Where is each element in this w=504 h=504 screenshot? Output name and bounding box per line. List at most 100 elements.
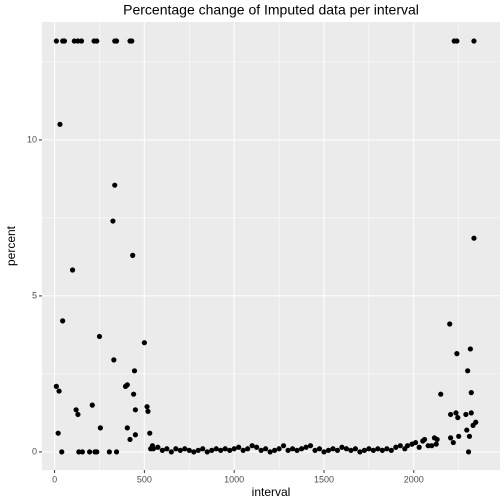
point <box>271 447 278 453</box>
point <box>150 446 156 452</box>
point <box>53 383 59 389</box>
point <box>412 439 419 446</box>
point <box>56 388 62 394</box>
point <box>464 427 470 433</box>
point <box>110 218 116 224</box>
point <box>289 446 296 452</box>
point <box>307 443 314 449</box>
point <box>55 430 61 436</box>
point <box>254 444 260 450</box>
point <box>111 357 117 363</box>
point <box>147 430 153 436</box>
point <box>434 436 440 443</box>
point <box>466 433 473 439</box>
point <box>106 449 112 455</box>
point <box>456 433 462 439</box>
point <box>348 447 354 453</box>
point <box>468 390 474 396</box>
point <box>53 38 59 44</box>
point <box>236 444 242 450</box>
point <box>245 446 251 452</box>
point <box>218 447 224 453</box>
y-tick-label: 10 <box>27 134 37 144</box>
y-tick-label: 5 <box>32 290 37 300</box>
point <box>131 368 138 374</box>
point <box>343 446 350 452</box>
point <box>334 447 341 453</box>
point <box>375 446 381 452</box>
point <box>267 449 273 455</box>
point <box>453 410 459 416</box>
x-tick-label: 500 <box>137 474 152 484</box>
point <box>173 446 179 452</box>
point <box>421 436 428 443</box>
point <box>177 447 183 453</box>
point <box>379 447 385 453</box>
x-tick-label: 1500 <box>314 474 334 484</box>
point <box>321 449 327 455</box>
panel <box>42 22 500 470</box>
point <box>465 368 471 374</box>
point <box>473 419 479 425</box>
point <box>127 436 133 443</box>
point <box>425 443 431 449</box>
point <box>86 449 93 455</box>
point <box>191 449 197 455</box>
point <box>404 443 411 449</box>
point <box>384 446 390 452</box>
point <box>471 38 477 44</box>
x-tick-label: 1000 <box>224 474 244 484</box>
point <box>361 447 367 453</box>
point <box>96 333 103 340</box>
x-tick-label: 0 <box>52 474 57 484</box>
point <box>447 321 453 327</box>
point <box>280 443 287 449</box>
point <box>222 446 228 452</box>
point <box>112 182 118 188</box>
point <box>113 38 120 44</box>
point <box>450 439 456 446</box>
x-axis-label: interval <box>252 485 291 499</box>
point <box>159 447 165 453</box>
chart-title: Percentage change of Imputed data per in… <box>123 2 419 18</box>
point <box>467 346 473 352</box>
point <box>465 449 472 455</box>
point <box>429 443 435 449</box>
point <box>71 38 77 44</box>
point <box>200 446 206 452</box>
point <box>370 447 376 453</box>
x-tick-label: 2000 <box>404 474 424 484</box>
point <box>258 447 264 453</box>
y-axis-label: percent <box>4 225 18 266</box>
point <box>89 402 95 408</box>
point <box>124 382 130 388</box>
point <box>303 444 309 450</box>
point <box>227 447 233 453</box>
point <box>182 446 188 452</box>
point <box>124 425 130 431</box>
point <box>352 446 359 452</box>
point <box>454 38 460 44</box>
point <box>155 444 161 450</box>
point <box>249 443 255 449</box>
point <box>113 449 120 455</box>
point <box>316 446 323 452</box>
point <box>60 318 66 324</box>
point <box>339 444 345 450</box>
point <box>129 38 135 44</box>
point <box>57 121 63 127</box>
point <box>388 447 394 453</box>
point <box>132 432 138 438</box>
point <box>455 414 461 421</box>
point <box>76 449 82 455</box>
point <box>213 446 219 452</box>
point <box>59 449 65 455</box>
point <box>78 38 85 44</box>
point <box>204 449 210 455</box>
point <box>209 447 215 453</box>
point <box>79 449 86 455</box>
point <box>61 38 68 44</box>
point <box>294 447 300 453</box>
point <box>69 267 76 273</box>
